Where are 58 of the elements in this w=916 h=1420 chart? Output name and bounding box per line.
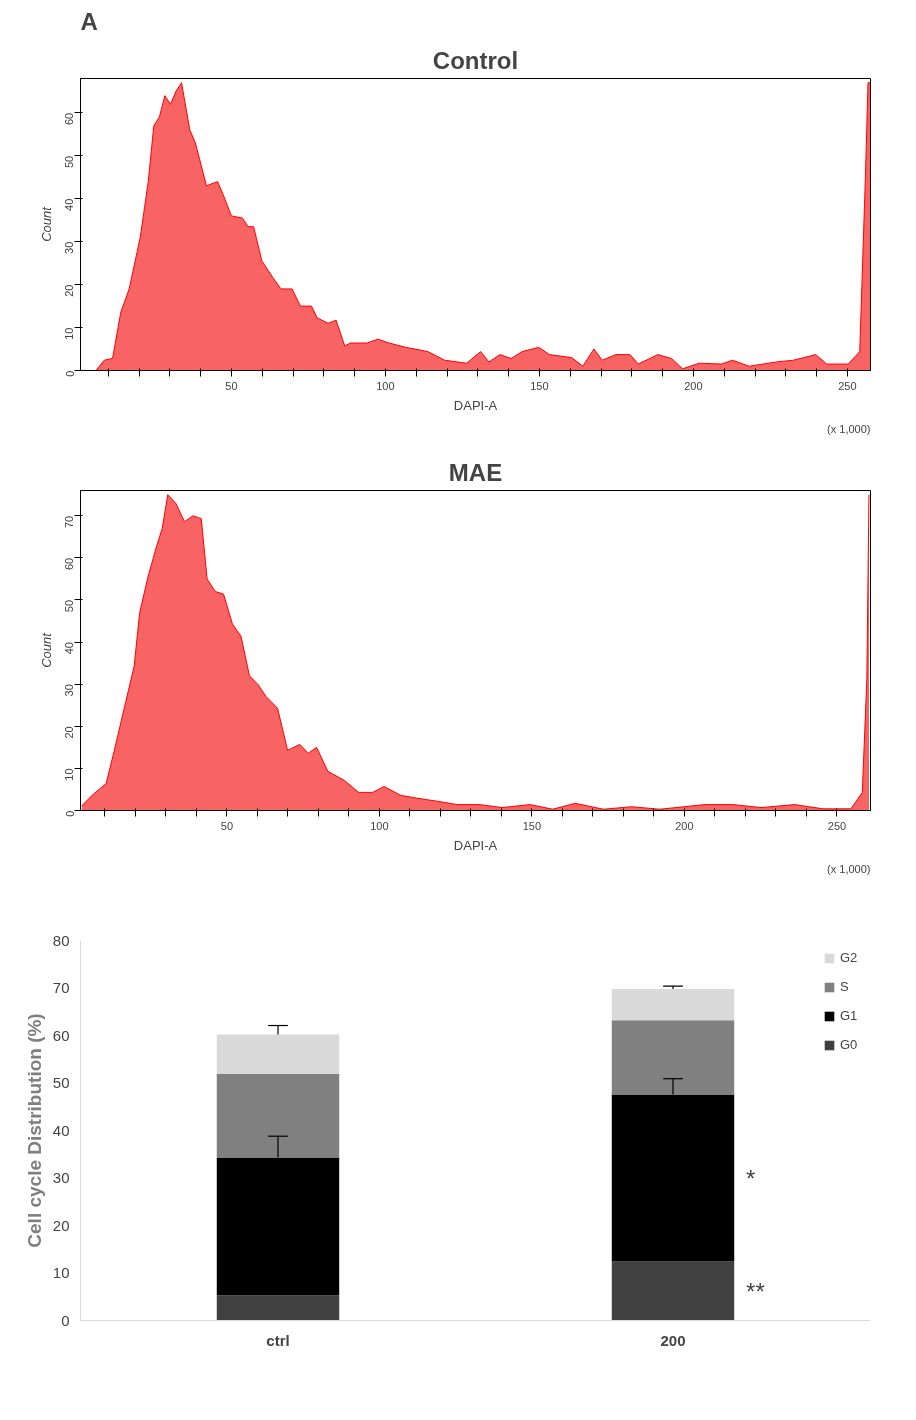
x-tick-label: 50: [220, 819, 234, 832]
bar: [611, 1261, 735, 1321]
y-axis-title: Count: [38, 631, 54, 668]
bar: [611, 1020, 735, 1095]
y-tick-label: 40: [63, 642, 76, 655]
y-axis-title: Count: [38, 205, 54, 242]
x-tick-label: 250: [838, 379, 857, 392]
y-tick-label: 20: [52, 1216, 70, 1234]
x-axis-title: DAPI-A: [453, 837, 498, 853]
y-tick-label: 30: [63, 684, 76, 697]
y-tick-label: 20: [63, 284, 76, 297]
text: (x 1,000): [827, 422, 871, 435]
y-tick-label: 70: [52, 979, 70, 996]
y-tick-label: 30: [52, 1169, 70, 1186]
y-tick-label: 10: [63, 768, 76, 781]
bar: [611, 988, 735, 1021]
y-tick-label: 40: [52, 1121, 70, 1139]
x-tick-label: 100: [370, 819, 389, 832]
annotation: *: [746, 1164, 756, 1192]
y-tick-label: 60: [63, 112, 76, 126]
y-tick-label: 0: [61, 1311, 70, 1329]
y-tick-label: 30: [63, 241, 76, 254]
y-tick-label: 60: [52, 1026, 70, 1044]
bar: [216, 1034, 340, 1074]
legend-label: G1: [840, 1008, 859, 1023]
legend-label: G0: [840, 1037, 859, 1052]
text: (x 1,000): [827, 862, 871, 875]
x-tick-label: 200: [660, 1331, 686, 1349]
y-tick-label: 60: [63, 557, 76, 571]
x-tick-label: 150: [522, 819, 542, 832]
x-tick-label: ctrl: [266, 1331, 290, 1349]
chart-title: Control: [432, 46, 519, 74]
x-tick-label: 100: [376, 379, 395, 392]
y-tick-label: 0: [63, 810, 76, 817]
annotation: **: [746, 1277, 765, 1305]
legend-label: S: [840, 979, 850, 994]
x-tick-label: 200: [684, 379, 703, 392]
y-tick-label: 20: [63, 726, 76, 739]
y-tick-label: 80: [52, 931, 70, 949]
bar: [216, 1073, 340, 1158]
y-tick-label: 10: [63, 327, 76, 340]
x-axis-title: DAPI-A: [453, 397, 498, 413]
y-tick-label: 50: [63, 155, 76, 169]
x-tick-label: 150: [530, 379, 549, 392]
y-tick-label: 50: [63, 599, 76, 613]
legend-label: G2: [840, 950, 859, 965]
x-tick-label: 200: [675, 819, 694, 832]
x-tick-label: 250: [827, 819, 847, 832]
text: A: [80, 7, 98, 35]
x-tick-label: 50: [225, 379, 238, 392]
y-tick-label: 70: [63, 515, 76, 528]
y-tick-label: 50: [52, 1074, 70, 1091]
y-tick-label: 0: [63, 370, 76, 377]
y-axis-title: Cell cycle Distribution (%): [23, 1013, 45, 1248]
y-tick-label: 10: [52, 1264, 70, 1281]
chart-title: MAE: [448, 458, 503, 486]
bar: [216, 1295, 340, 1321]
y-tick-label: 40: [63, 198, 76, 211]
